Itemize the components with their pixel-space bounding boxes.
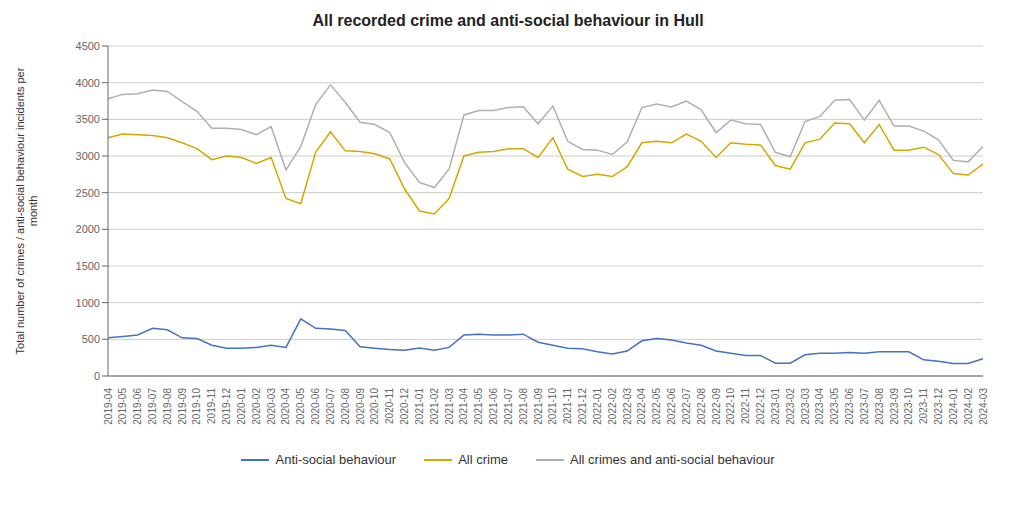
svg-text:4000: 4000 bbox=[76, 77, 100, 89]
svg-text:2021-11: 2021-11 bbox=[562, 388, 573, 424]
svg-text:2022-01: 2022-01 bbox=[592, 388, 603, 425]
svg-text:Total number of crimes / anti-: Total number of crimes / anti-social beh… bbox=[14, 67, 39, 354]
svg-text:2500: 2500 bbox=[76, 187, 100, 199]
svg-text:2019-09: 2019-09 bbox=[177, 388, 188, 425]
svg-text:2022-06: 2022-06 bbox=[666, 388, 677, 425]
svg-text:2023-03: 2023-03 bbox=[800, 388, 811, 425]
svg-text:2023-09: 2023-09 bbox=[889, 388, 900, 425]
svg-text:2023-12: 2023-12 bbox=[933, 388, 944, 425]
svg-text:2019-04: 2019-04 bbox=[103, 388, 114, 425]
svg-text:2021-10: 2021-10 bbox=[547, 388, 558, 425]
svg-text:2022-05: 2022-05 bbox=[651, 388, 662, 425]
svg-text:2019-10: 2019-10 bbox=[191, 388, 202, 425]
svg-text:2021-04: 2021-04 bbox=[458, 388, 469, 425]
svg-text:2023-05: 2023-05 bbox=[829, 388, 840, 425]
svg-text:2023-10: 2023-10 bbox=[903, 388, 914, 425]
svg-text:2020-06: 2020-06 bbox=[310, 388, 321, 425]
svg-text:2023-04: 2023-04 bbox=[814, 388, 825, 425]
svg-text:2000: 2000 bbox=[76, 223, 100, 235]
svg-text:2020-07: 2020-07 bbox=[325, 388, 336, 425]
svg-text:2020-02: 2020-02 bbox=[251, 388, 262, 425]
svg-text:2020-05: 2020-05 bbox=[295, 388, 306, 425]
svg-text:2021-06: 2021-06 bbox=[488, 388, 499, 425]
svg-text:2021-02: 2021-02 bbox=[429, 388, 440, 425]
svg-text:2024-03: 2024-03 bbox=[978, 388, 989, 425]
svg-text:2022-02: 2022-02 bbox=[607, 388, 618, 425]
svg-text:2021-08: 2021-08 bbox=[518, 388, 529, 425]
svg-text:2020-11: 2020-11 bbox=[384, 388, 395, 424]
svg-text:1500: 1500 bbox=[76, 260, 100, 272]
svg-text:2022-10: 2022-10 bbox=[725, 388, 736, 425]
svg-text:2020-03: 2020-03 bbox=[266, 388, 277, 425]
svg-text:4500: 4500 bbox=[76, 40, 100, 52]
svg-text:1000: 1000 bbox=[76, 297, 100, 309]
svg-text:2022-08: 2022-08 bbox=[696, 388, 707, 425]
svg-text:2021-12: 2021-12 bbox=[577, 388, 588, 425]
svg-text:2022-07: 2022-07 bbox=[681, 388, 692, 425]
svg-text:2019-07: 2019-07 bbox=[147, 388, 158, 425]
svg-text:2023-11: 2023-11 bbox=[918, 388, 929, 424]
svg-text:2019-05: 2019-05 bbox=[117, 388, 128, 425]
svg-text:2023-06: 2023-06 bbox=[844, 388, 855, 425]
svg-text:2023-08: 2023-08 bbox=[874, 388, 885, 425]
svg-text:2019-06: 2019-06 bbox=[132, 388, 143, 425]
svg-text:2021-07: 2021-07 bbox=[503, 388, 514, 425]
svg-text:500: 500 bbox=[82, 333, 100, 345]
html-text:All crimes and anti-social beh: All crimes and anti-social behaviour bbox=[570, 452, 775, 467]
svg-text:2020-09: 2020-09 bbox=[355, 388, 366, 425]
svg-text:2020-01: 2020-01 bbox=[236, 388, 247, 425]
svg-text:2019-12: 2019-12 bbox=[221, 388, 232, 425]
svg-text:2020-12: 2020-12 bbox=[399, 388, 410, 425]
svg-text:2021-09: 2021-09 bbox=[533, 388, 544, 425]
svg-text:3500: 3500 bbox=[76, 113, 100, 125]
html-text:Anti-social behaviour: Anti-social behaviour bbox=[275, 452, 397, 467]
svg-text:2021-01: 2021-01 bbox=[414, 388, 425, 425]
svg-text:2019-11: 2019-11 bbox=[206, 388, 217, 424]
svg-text:2022-09: 2022-09 bbox=[711, 388, 722, 425]
svg-text:2022-03: 2022-03 bbox=[622, 388, 633, 425]
svg-text:2022-11: 2022-11 bbox=[740, 388, 751, 424]
svg-text:2022-04: 2022-04 bbox=[636, 388, 647, 425]
svg-text:2024-02: 2024-02 bbox=[963, 388, 974, 425]
svg-text:3000: 3000 bbox=[76, 150, 100, 162]
svg-text:2020-04: 2020-04 bbox=[280, 388, 291, 425]
svg-text:2023-02: 2023-02 bbox=[785, 388, 796, 425]
svg-text:2020-08: 2020-08 bbox=[340, 388, 351, 425]
svg-text:0: 0 bbox=[94, 370, 100, 382]
svg-text:2023-01: 2023-01 bbox=[770, 388, 781, 425]
svg-text:2023-07: 2023-07 bbox=[859, 388, 870, 425]
svg-text:2021-05: 2021-05 bbox=[473, 388, 484, 425]
svg-text:2022-12: 2022-12 bbox=[755, 388, 766, 425]
svg-text:2019-08: 2019-08 bbox=[162, 388, 173, 425]
svg-text:2021-03: 2021-03 bbox=[444, 388, 455, 425]
html-text:All crime: All crime bbox=[458, 452, 508, 467]
svg-text:2020-10: 2020-10 bbox=[369, 388, 380, 425]
html-text:All recorded crime and anti-so: All recorded crime and anti-social behav… bbox=[312, 12, 704, 29]
svg-text:2024-01: 2024-01 bbox=[948, 388, 959, 425]
